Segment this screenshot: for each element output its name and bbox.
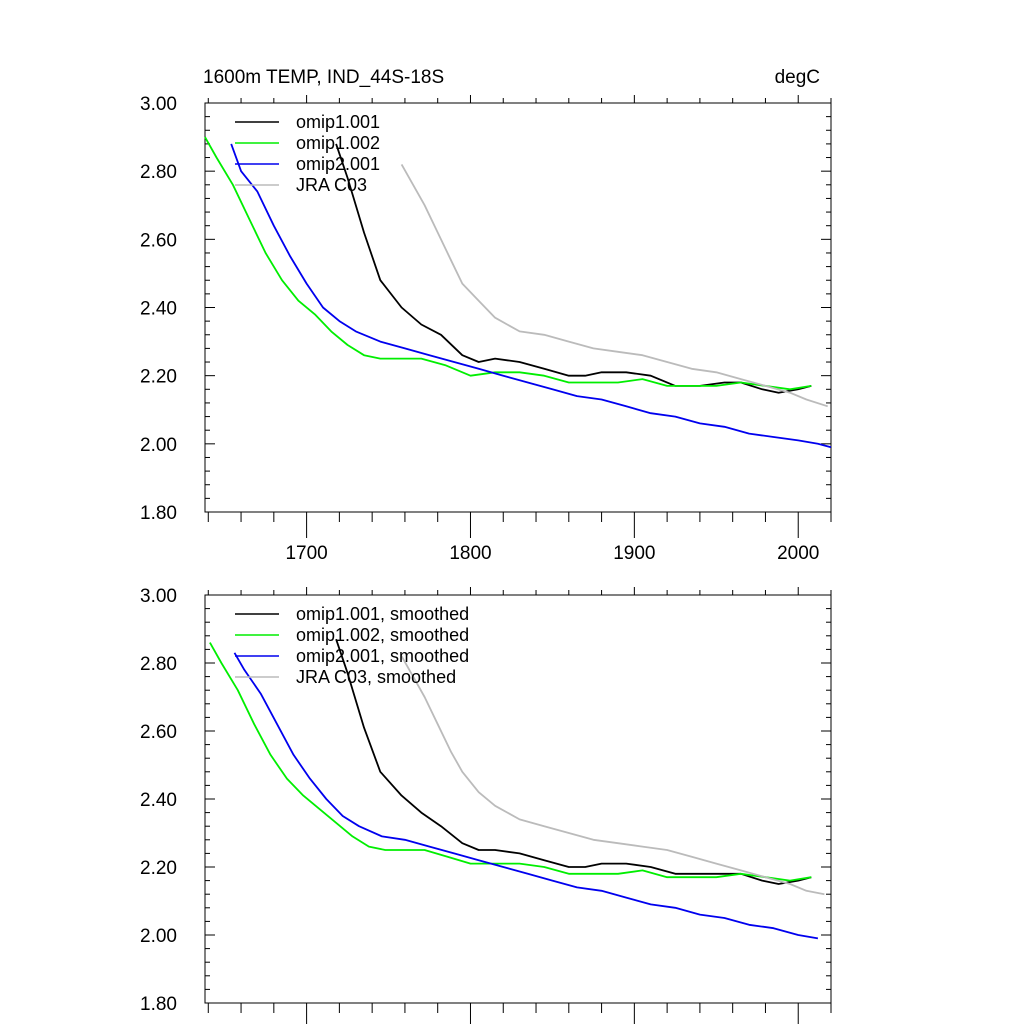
panel-2-legend-label: omip1.002, smoothed [296,625,469,645]
panel-1-legend-label: omip1.002 [296,133,380,153]
panel-2-y-tick-label: 2.60 [140,722,177,743]
panel-1-y-tick-label: 2.20 [140,367,177,388]
panel-2-legend-label: JRA C03, smoothed [296,667,456,687]
panel-2-y-tick-label: 2.40 [140,790,177,811]
panel-2-y-tick-label: 2.20 [140,858,177,879]
panel-2-y-tick-label: 3.00 [140,586,177,607]
panel-1-y-tick-label: 2.80 [140,162,177,183]
chart-title: 1600m TEMP, IND_44S-18S [203,67,444,88]
panel-1-series-line-4 [400,163,828,408]
panel-1-legend-label: omip2.001 [296,154,380,174]
panel-1-series-line-2 [204,136,812,391]
panel-1-series-line-1 [335,143,812,394]
panel-2-series-line-2 [209,642,812,882]
panel-2-series-line-4 [400,655,825,896]
panel-2-legend-label: omip1.001, smoothed [296,604,469,624]
panel-1-y-tick-label: 2.60 [140,230,177,251]
panel-2-y-tick-label: 2.80 [140,654,177,675]
panel-1-x-tick-label: 1900 [613,543,655,564]
panel-1-x-tick-label: 2000 [777,543,819,564]
panel-2-y-tick-label: 2.00 [140,926,177,947]
panel-2-y-tick-label: 1.80 [140,994,177,1015]
panel-2-legend-label: omip2.001, smoothed [296,646,469,666]
panel-1-y-tick-label: 3.00 [140,94,177,115]
panel-1-legend-label: omip1.001 [296,112,380,132]
panel-1-series-line-3 [230,143,832,449]
panel-1-x-tick-label: 1800 [449,543,491,564]
panel-1-y-tick-label: 2.40 [140,299,177,320]
chart-units: degC [775,67,820,88]
panel-1-y-tick-label: 1.80 [140,503,177,524]
panel-1-legend-label: JRA C03 [296,175,367,195]
panel-2-series-line-3 [233,652,819,940]
panel-1-x-tick-label: 1700 [285,543,327,564]
panel-1-y-tick-label: 2.00 [140,435,177,456]
